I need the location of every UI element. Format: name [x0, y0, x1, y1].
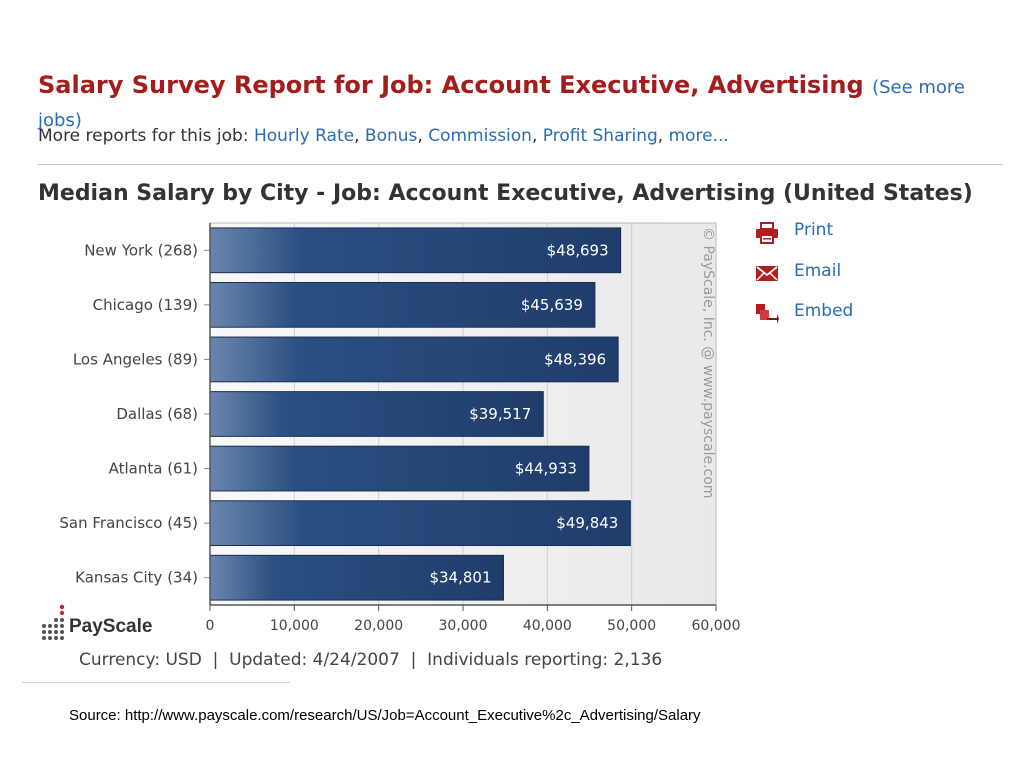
source-citation: Source: http://www.payscale.com/research…	[69, 707, 701, 724]
profit-sharing-link[interactable]: Profit Sharing	[542, 126, 658, 146]
bar	[209, 445, 590, 492]
salary-bar-chart: $48,693 New York (268) $45,639 Chicago (139…	[59, 222, 741, 634]
bar-value-label: $39,517	[469, 405, 531, 423]
email-label[interactable]: Email	[794, 261, 842, 281]
bar	[209, 227, 622, 274]
category-label: San Francisco (45)	[59, 514, 198, 532]
category-label: Kansas City (34)	[75, 569, 198, 587]
chart-title: Median Salary by City - Job: Account Exe…	[38, 181, 973, 206]
bar	[209, 500, 631, 547]
bar-value-label: $48,693	[547, 241, 609, 259]
x-tick-label: 20,000	[354, 618, 403, 634]
source-divider	[22, 682, 290, 683]
payscale-logo: PayScale	[38, 604, 152, 644]
chart-watermark: © PayScale, Inc. @ www.payscale.com	[700, 227, 716, 498]
commission-link[interactable]: Commission	[428, 126, 532, 146]
category-label: Los Angeles (89)	[73, 350, 198, 368]
x-tick-label: 60,000	[692, 618, 741, 634]
bar-value-label: $34,801	[429, 569, 491, 587]
see-more-jobs-link[interactable]: (See more jobs)	[38, 77, 966, 131]
x-tick-label: 40,000	[523, 618, 572, 634]
more-link[interactable]: more...	[668, 126, 729, 146]
more-reports-line: More reports for this job: Hourly Rate, …	[38, 126, 729, 146]
category-label: Chicago (139)	[93, 296, 198, 314]
x-tick-label: 50,000	[607, 618, 656, 634]
x-tick-label: 30,000	[439, 618, 488, 634]
print-label[interactable]: Print	[794, 220, 834, 240]
payscale-logo-icon	[42, 604, 65, 640]
bar	[209, 336, 619, 383]
category-label: Atlanta (61)	[109, 460, 198, 478]
bar-value-label: $49,843	[556, 514, 618, 532]
x-tick-label: 10,000	[270, 618, 319, 634]
hourly-rate-link[interactable]: Hourly Rate	[253, 126, 355, 146]
envelope-icon	[756, 266, 778, 281]
bar	[209, 281, 596, 328]
divider	[38, 164, 1003, 165]
printer-icon	[756, 222, 778, 244]
report-title: Salary Survey Report for Job: Account Ex…	[38, 70, 998, 136]
report-title-text: Salary Survey Report for Job: Account Ex…	[38, 71, 864, 99]
bar-value-label: $48,396	[544, 350, 606, 368]
payscale-logo-text: PayScale	[69, 616, 153, 637]
bar-value-label: $44,933	[515, 460, 577, 478]
bar-value-label: $45,639	[521, 296, 583, 314]
bar	[209, 554, 504, 601]
bonus-link[interactable]: Bonus	[364, 126, 418, 146]
chart-footer: Currency: USD | Updated: 4/24/2007 | Ind…	[79, 650, 663, 670]
embed-icon	[756, 304, 779, 324]
category-label: Dallas (68)	[116, 405, 198, 423]
category-label: New York (268)	[84, 241, 198, 259]
bar	[209, 391, 544, 437]
x-tick-label: 0	[206, 618, 215, 634]
more-reports-label: More reports for this job:	[38, 126, 249, 146]
embed-label[interactable]: Embed	[794, 301, 854, 321]
